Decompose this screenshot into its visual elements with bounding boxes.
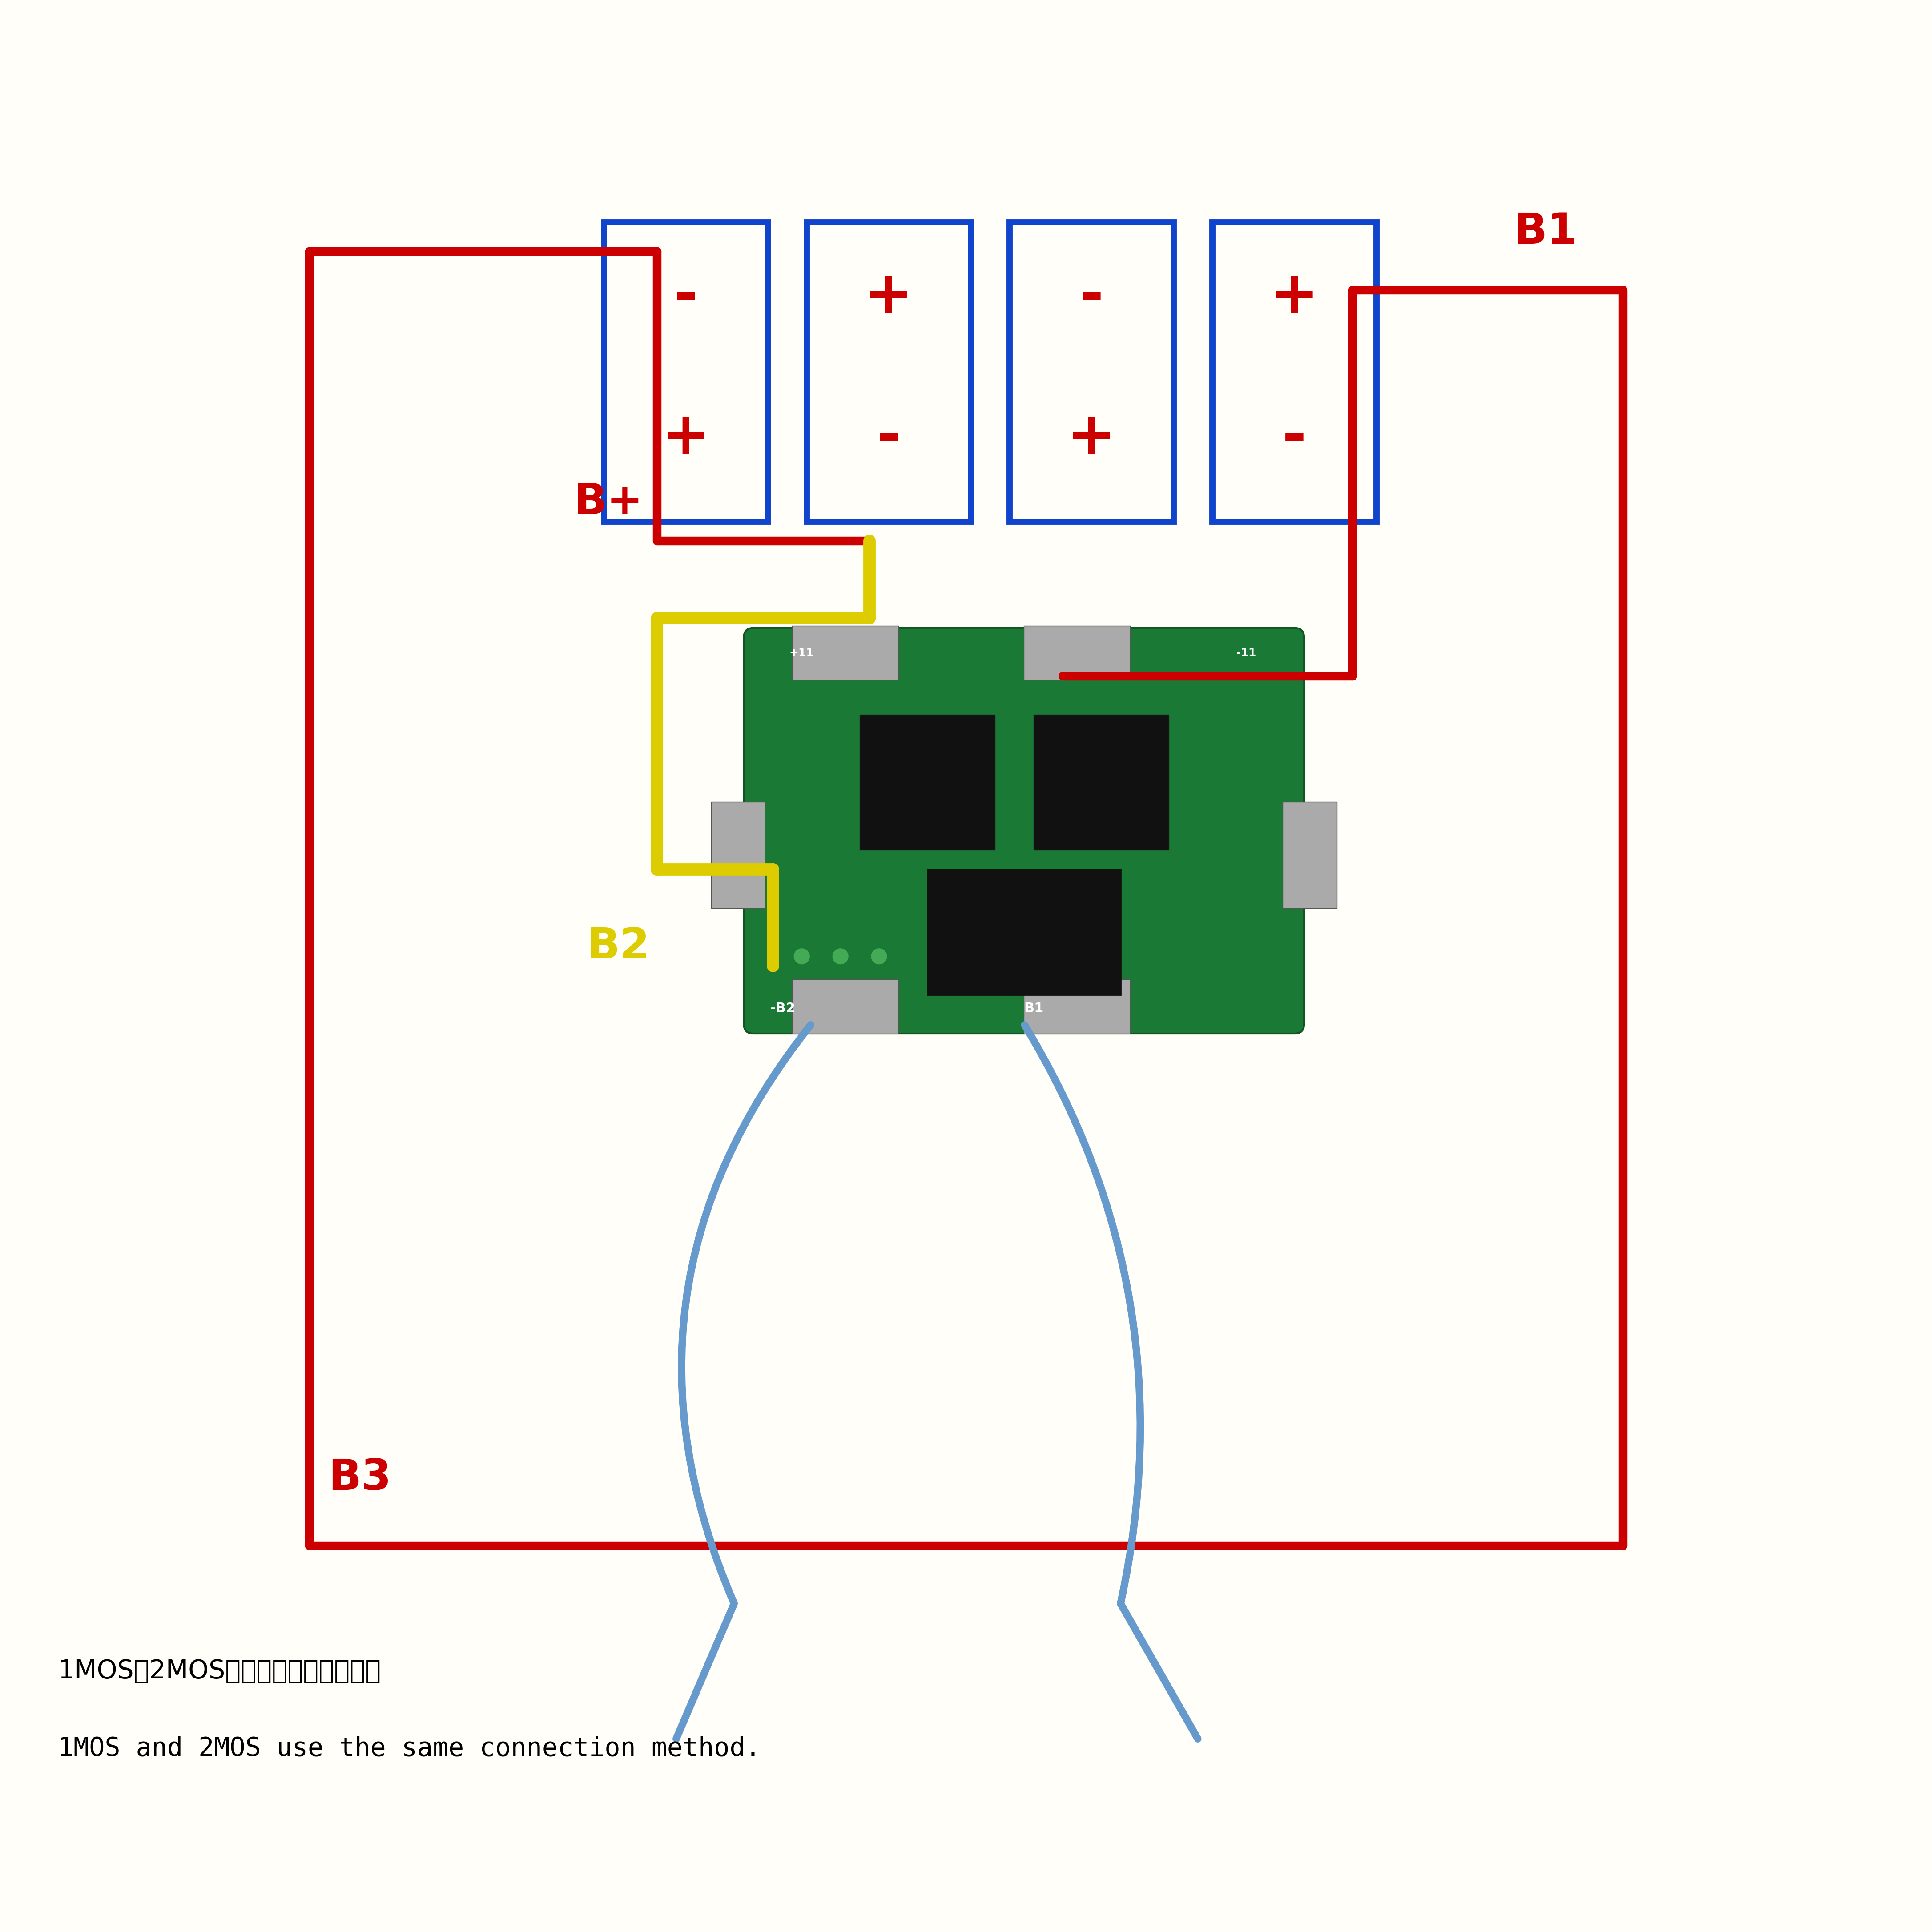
Bar <box>1213 222 1378 522</box>
FancyBboxPatch shape <box>744 628 1304 1034</box>
Text: -: - <box>877 410 900 466</box>
Bar <box>605 222 769 522</box>
Text: B1: B1 <box>1515 211 1577 253</box>
Circle shape <box>833 949 848 964</box>
Bar <box>711 802 765 908</box>
Text: -: - <box>1080 269 1103 325</box>
Text: +: + <box>864 269 914 325</box>
Bar <box>792 980 898 1034</box>
Bar <box>1010 222 1175 522</box>
Text: +: + <box>1066 410 1117 466</box>
Text: +11: +11 <box>790 647 813 659</box>
Text: +: + <box>1269 269 1320 325</box>
Text: -B2: -B2 <box>769 1003 796 1014</box>
Text: B3: B3 <box>328 1457 392 1499</box>
Text: -: - <box>674 269 697 325</box>
Text: -11: -11 <box>1236 647 1256 659</box>
Text: +: + <box>661 410 711 466</box>
Bar <box>792 626 898 680</box>
Bar <box>1034 715 1169 850</box>
Bar <box>808 222 972 522</box>
Text: B+: B+ <box>574 481 643 524</box>
Text: 1MOS and 2MOS use the same connection method.: 1MOS and 2MOS use the same connection me… <box>58 1735 761 1762</box>
Bar <box>1283 802 1337 908</box>
Text: B2: B2 <box>587 925 649 968</box>
Circle shape <box>871 949 887 964</box>
Circle shape <box>794 949 810 964</box>
Bar <box>927 869 1121 995</box>
Bar <box>1024 980 1130 1034</box>
Text: 1MOS和2MOS采用相同的连接方式。: 1MOS和2MOS采用相同的连接方式。 <box>58 1658 381 1685</box>
Text: B1: B1 <box>1024 1003 1043 1014</box>
Bar <box>1024 626 1130 680</box>
Bar <box>860 715 995 850</box>
Text: -: - <box>1283 410 1306 466</box>
